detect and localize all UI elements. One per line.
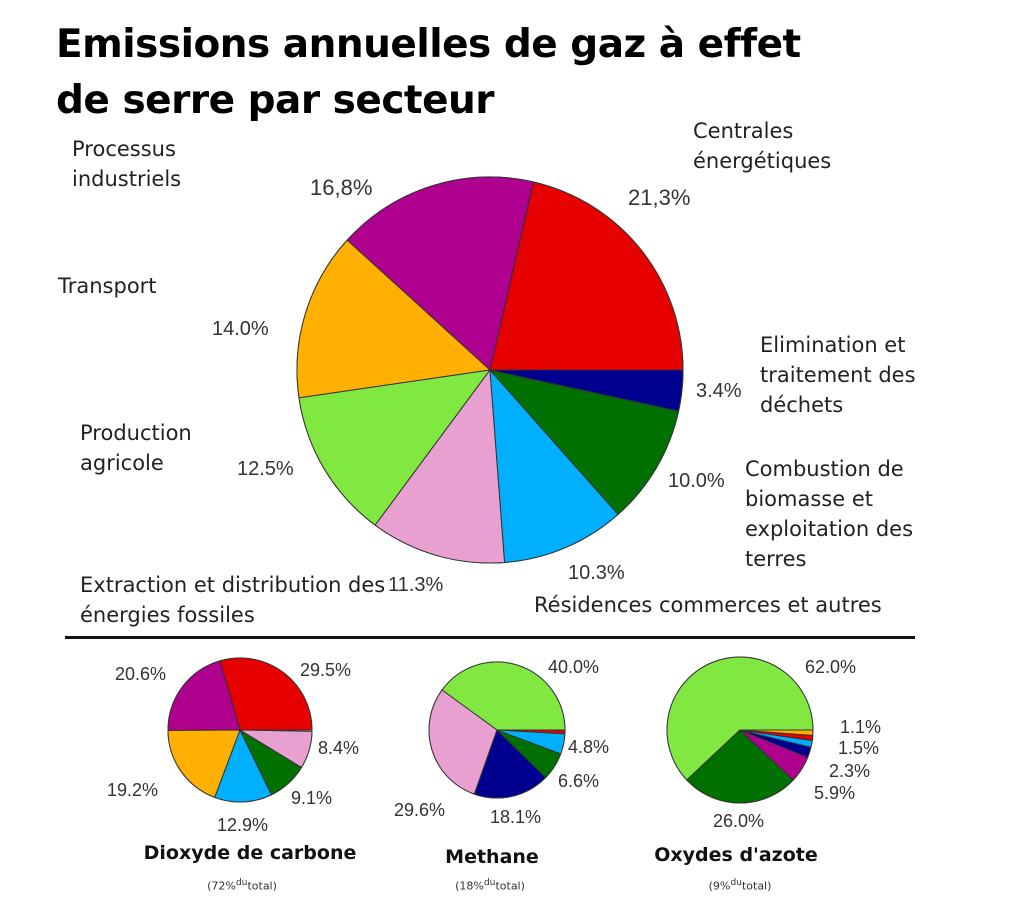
label-biomasse: Combustion de biomasse et exploitation d… — [745, 457, 914, 571]
chart-title-line-1: Emissions annuelles de gaz à effet — [56, 22, 801, 67]
ch4-pct-1: 29.6% — [394, 800, 446, 820]
n2o-pie-slice-1 — [686, 729, 794, 804]
co2-pie-slice-3 — [214, 728, 273, 803]
co2-pie-slice-5 — [238, 729, 313, 769]
n2o-pct-3: 2.3% — [829, 761, 871, 781]
co2-pct-2: 19.2% — [107, 780, 159, 800]
co2-title: Dioxyde de carbone — [143, 842, 357, 864]
label-residences: Résidences commerces et autres — [534, 593, 882, 617]
co2-pct-5: 8.4% — [318, 738, 360, 758]
ch4-pie-slice-0 — [441, 661, 566, 731]
ch4-pie-slice-1 — [428, 689, 498, 795]
pct-processus: 16,8% — [310, 175, 373, 200]
chart-title-line-2: de serre par secteur — [56, 78, 495, 123]
label-transport: Transport — [58, 274, 157, 298]
n2o-pct-1: 26.0% — [713, 811, 765, 831]
main-pie-slice-1 — [346, 176, 535, 371]
main-pie-slice-6 — [488, 369, 680, 516]
main-pie-slice-0 — [489, 181, 684, 371]
ch4-pct-3: 6.6% — [558, 771, 600, 791]
pct-agricole: 12.5% — [237, 458, 294, 480]
n2o-pct-2: 5.9% — [814, 783, 856, 803]
main-pie-slice-3 — [298, 369, 492, 526]
ch4-pie-slice-2 — [473, 729, 547, 799]
main-pie-slice-5 — [489, 368, 619, 563]
ch4-pct-4: 4.8% — [568, 737, 610, 757]
label-processus: Processus industriels — [72, 137, 182, 191]
co2-pct-1: 20.6% — [115, 664, 167, 684]
pct-transport: 14.0% — [212, 318, 269, 340]
pct-biomasse: 10.0% — [668, 470, 725, 492]
label-agricole: Production agricole — [80, 421, 192, 475]
label-centrales: Centrales énergétiques — [693, 119, 832, 173]
label-extraction: Extraction et distribution des énergies … — [80, 573, 386, 627]
n2o-pct-0: 62.0% — [805, 657, 857, 677]
n2o-pct-5: 1.1% — [840, 717, 882, 737]
main-pie-slice-7 — [489, 369, 684, 412]
ch4-pct-2: 18.1% — [490, 807, 542, 827]
co2-pct-3: 12.9% — [217, 815, 269, 835]
label-dechets: Elimination et traitement des déchets — [760, 333, 916, 417]
n2o-pie-slice-5 — [739, 729, 814, 742]
n2o-title: Oxydes d'azote — [654, 844, 818, 866]
n2o-pie-slice-0 — [666, 656, 814, 781]
ch4-pie-slice-4 — [496, 729, 566, 755]
pct-centrales: 21,3% — [628, 185, 691, 210]
co2-pie-slice-1 — [167, 660, 241, 731]
ch4-title: Methane — [445, 846, 539, 868]
co2-pie-slice-2 — [167, 729, 241, 799]
main-pie-slice-2 — [296, 239, 492, 399]
co2-share: (72%dutotal) — [207, 877, 277, 893]
divider-line — [65, 636, 915, 639]
ch4-pct-0: 40.0% — [548, 657, 600, 677]
pct-extraction: 11.3% — [388, 574, 444, 596]
main-pie-slice-4 — [374, 368, 506, 564]
co2-pct-4: 9.1% — [291, 788, 333, 808]
co2-pct-0: 29.5% — [300, 660, 352, 680]
ch4-share: (18%dutotal) — [455, 877, 525, 893]
n2o-share: (9%dutotal) — [708, 877, 772, 893]
co2-pie-slice-0 — [219, 657, 313, 731]
pct-dechets: 3.4% — [696, 380, 742, 402]
n2o-pct-4: 1.5% — [838, 738, 880, 758]
pct-residences: 10.3% — [568, 562, 625, 584]
